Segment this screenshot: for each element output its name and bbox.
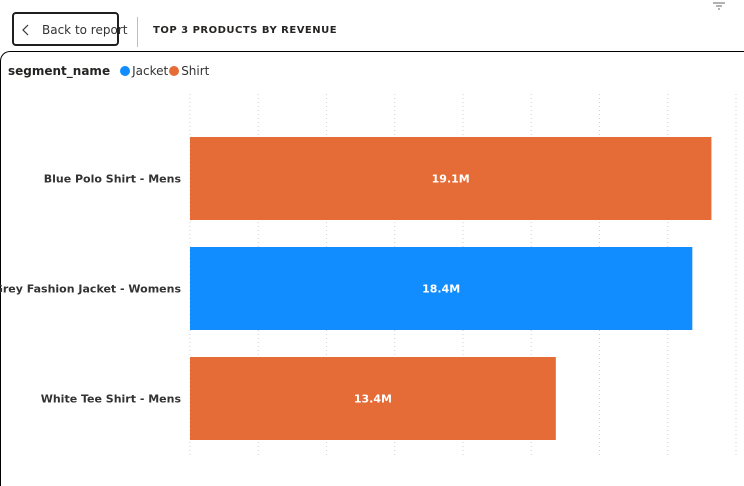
- data-label: 19.1M: [432, 173, 470, 186]
- back-button-label: Back to report: [42, 23, 128, 37]
- back-to-report-button[interactable]: Back to report: [12, 12, 127, 46]
- category-label: Grey Fashion Jacket - Womens: [0, 283, 181, 296]
- legend-label-jacket: Jacket: [132, 64, 169, 78]
- category-label: White Tee Shirt - Mens: [41, 393, 182, 406]
- bar[interactable]: [190, 137, 712, 220]
- data-label: 18.4M: [422, 283, 460, 296]
- chevron-left-icon: [22, 24, 29, 36]
- filter-icon[interactable]: [713, 2, 725, 10]
- legend: segment_name Jacket Shirt: [8, 64, 210, 78]
- legend-item-jacket[interactable]: Jacket: [120, 64, 168, 78]
- legend-label-shirt: Shirt: [181, 64, 210, 78]
- title-divider: [137, 17, 138, 47]
- visual-title: TOP 3 PRODUCTS BY REVENUE: [153, 25, 338, 36]
- legend-title: segment_name: [8, 64, 111, 78]
- legend-dot-shirt: [169, 66, 180, 76]
- category-label: Blue Polo Shirt - Mens: [44, 173, 182, 186]
- bar[interactable]: [190, 247, 693, 330]
- legend-item-shirt[interactable]: Shirt: [169, 64, 209, 78]
- data-label: 13.4M: [354, 393, 392, 406]
- bar[interactable]: [190, 357, 556, 440]
- legend-dot-jacket: [120, 66, 131, 76]
- visual-container: [0, 51, 744, 486]
